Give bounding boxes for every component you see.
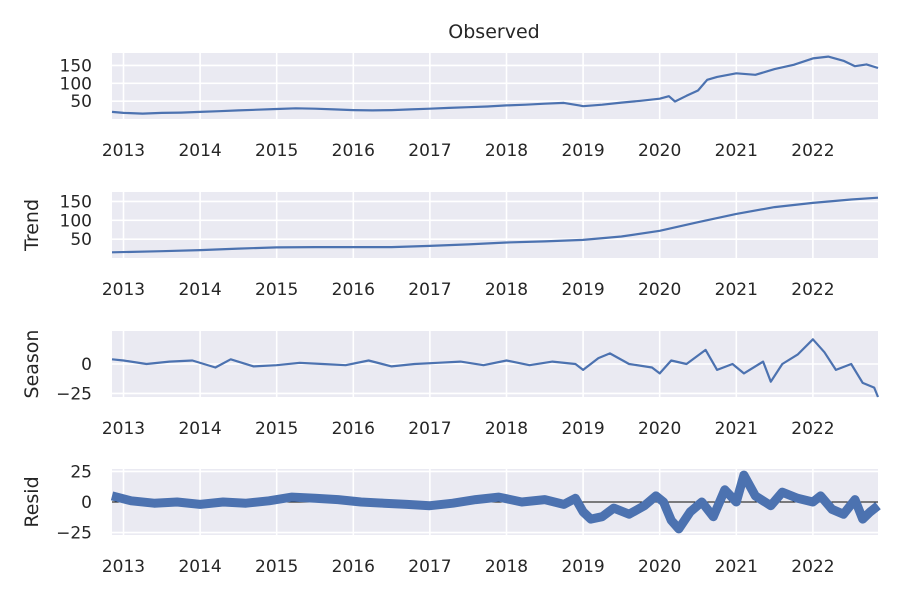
trend-xtick-label-2021: 2021: [715, 280, 758, 300]
trend-xtick-label-2019: 2019: [561, 280, 604, 300]
resid-xtick-label-2013: 2013: [102, 557, 145, 577]
trend-xtick-label-2015: 2015: [255, 280, 298, 300]
trend-ytick-label-100: 100: [60, 211, 92, 231]
resid-xtick-label-2015: 2015: [255, 557, 298, 577]
season-xtick-label-2020: 2020: [638, 419, 681, 439]
resid-xtick-label-2016: 2016: [332, 557, 375, 577]
resid-ylabel: Resid: [21, 476, 43, 527]
observed-xtick-label-2019: 2019: [561, 141, 604, 161]
season-ylabel: Season: [21, 330, 43, 399]
observed-ytick-label-100: 100: [60, 74, 92, 94]
season-xtick-label-2013: 2013: [102, 419, 145, 439]
season-xtick-label-2021: 2021: [715, 419, 758, 439]
trend-xtick-label-2013: 2013: [102, 280, 145, 300]
resid-ytick-label-0: 0: [81, 493, 92, 513]
resid-ytick-label-−25: −25: [56, 524, 92, 544]
resid-xtick-label-2020: 2020: [638, 557, 681, 577]
trend-xtick-label-2022: 2022: [791, 280, 834, 300]
observed-xtick-label-2018: 2018: [485, 141, 528, 161]
season-xtick-label-2017: 2017: [408, 419, 451, 439]
observed-xtick-label-2017: 2017: [408, 141, 451, 161]
season-ytick-label-0: 0: [81, 355, 92, 375]
observed-xtick-label-2016: 2016: [332, 141, 375, 161]
season-ytick-label-−25: −25: [56, 384, 92, 404]
trend-xtick-label-2020: 2020: [638, 280, 681, 300]
season-xtick-label-2022: 2022: [791, 419, 834, 439]
trend-xtick-label-2017: 2017: [408, 280, 451, 300]
resid-series-line: [110, 470, 881, 534]
observed-ytick-label-50: 50: [70, 92, 92, 112]
resid-xtick-label-2017: 2017: [408, 557, 451, 577]
trend-xtick-label-2014: 2014: [178, 280, 221, 300]
trend-plot-area: [112, 192, 878, 258]
trend-ytick-label-150: 150: [60, 192, 92, 212]
observed-ytick-label-150: 150: [60, 56, 92, 76]
resid-xtick-label-2022: 2022: [791, 557, 834, 577]
observed-xtick-label-2022: 2022: [791, 141, 834, 161]
season-xtick-label-2014: 2014: [178, 419, 221, 439]
season-xtick-label-2019: 2019: [561, 419, 604, 439]
trend-ytick-label-50: 50: [70, 230, 92, 250]
season-xtick-label-2018: 2018: [485, 419, 528, 439]
resid-xtick-label-2014: 2014: [178, 557, 221, 577]
observed-plot-area: [112, 53, 878, 119]
observed-xtick-label-2015: 2015: [255, 141, 298, 161]
observed-title: Observed: [448, 21, 539, 43]
season-series-line: [111, 338, 880, 398]
season-xtick-label-2015: 2015: [255, 419, 298, 439]
resid-xtick-label-2021: 2021: [715, 557, 758, 577]
trend-xtick-label-2018: 2018: [485, 280, 528, 300]
trend-series-line: [111, 196, 879, 254]
observed-xtick-label-2014: 2014: [178, 141, 221, 161]
resid-xtick-label-2019: 2019: [561, 557, 604, 577]
observed-xtick-label-2013: 2013: [102, 141, 145, 161]
resid-xtick-label-2018: 2018: [485, 557, 528, 577]
trend-xtick-label-2016: 2016: [332, 280, 375, 300]
resid-ytick-label-25: 25: [70, 462, 92, 482]
observed-series-line: [111, 55, 879, 115]
season-xtick-label-2016: 2016: [332, 419, 375, 439]
trend-ylabel: Trend: [21, 199, 43, 252]
observed-xtick-label-2021: 2021: [715, 141, 758, 161]
observed-xtick-label-2020: 2020: [638, 141, 681, 161]
